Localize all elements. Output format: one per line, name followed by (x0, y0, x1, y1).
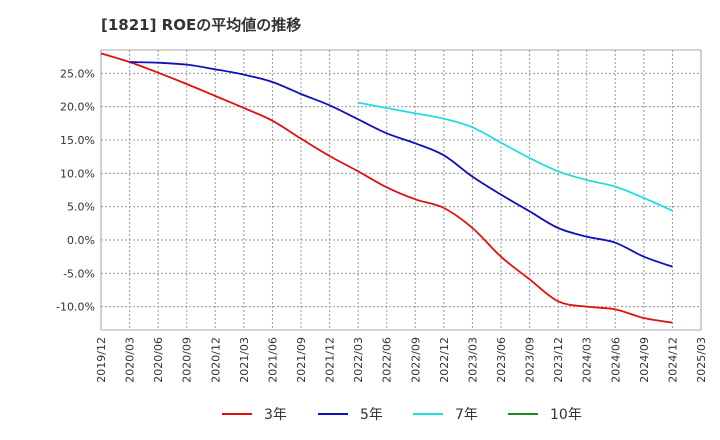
series-line-2 (357, 101, 673, 212)
x-tick-label: 2024/03 (581, 337, 594, 383)
x-tick-label: 2019/12 (95, 337, 108, 383)
x-tick-label: 2021/12 (324, 337, 337, 383)
x-tick-label: 2020/03 (124, 337, 137, 383)
series-line-0 (100, 52, 673, 324)
y-tick-label: 15.0% (60, 134, 95, 147)
x-tick-label: 2023/12 (552, 337, 565, 383)
y-tick-label: -10.0% (56, 301, 95, 314)
x-tick-label: 2022/12 (438, 337, 451, 383)
x-tick-label: 2023/09 (524, 337, 537, 383)
y-tick-label: 25.0% (60, 67, 95, 80)
x-tick-label: 2024/06 (609, 337, 622, 383)
y-tick-label: 20.0% (60, 101, 95, 114)
x-tick-label: 2023/06 (495, 337, 508, 383)
plot-area-border (100, 49, 702, 331)
x-axis-ticks: 2019/12 2020/03 2020/06 2020/09 2020/12 2021/… (95, 337, 708, 383)
series-lines (100, 52, 673, 324)
chart-title: [1821] ROEの平均値の推移 (101, 16, 302, 34)
legend: 3年 5年 7年 10年 (222, 407, 582, 423)
legend-label-0: 3年 (264, 407, 287, 423)
y-axis-ticks: 25.0% 20.0% 15.0% 10.0% 5.0% 0.0% -5.0% -10.0% (56, 67, 95, 313)
gridlines (100, 50, 702, 330)
x-tick-label: 2020/06 (152, 337, 165, 383)
x-tick-label: 2022/09 (409, 337, 422, 383)
y-tick-label: 5.0% (67, 201, 95, 214)
x-tick-label: 2021/06 (266, 337, 279, 383)
series-line-1 (129, 61, 673, 268)
legend-label-1: 5年 (360, 407, 383, 423)
legend-label-3: 10年 (550, 407, 582, 423)
y-tick-label: -5.0% (63, 267, 95, 280)
y-tick-label: 10.0% (60, 167, 95, 180)
x-tick-label: 2020/12 (209, 337, 222, 383)
legend-label-2: 7年 (455, 407, 478, 423)
x-tick-label: 2021/09 (295, 337, 308, 383)
x-tick-label: 2020/09 (181, 337, 194, 383)
x-tick-label: 2025/03 (695, 337, 708, 383)
x-tick-label: 2022/06 (381, 337, 394, 383)
x-tick-label: 2024/12 (666, 337, 679, 383)
x-tick-label: 2021/03 (238, 337, 251, 383)
y-tick-label: 0.0% (67, 234, 95, 247)
x-tick-label: 2024/09 (638, 337, 651, 383)
x-tick-label: 2022/03 (352, 337, 365, 383)
x-tick-label: 2023/03 (466, 337, 479, 383)
